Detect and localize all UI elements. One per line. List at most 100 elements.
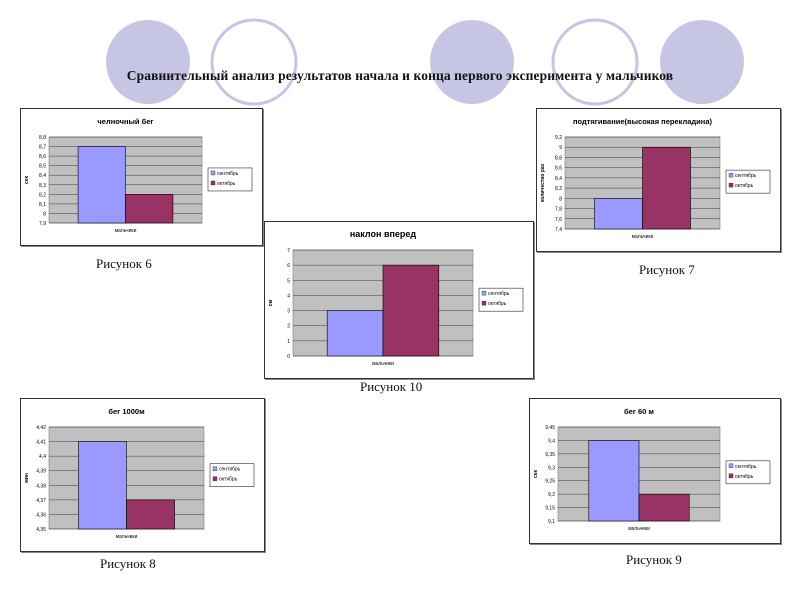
y-tick-label: 8,2 bbox=[555, 186, 562, 192]
legend-box bbox=[207, 167, 253, 192]
legend-box bbox=[725, 169, 771, 194]
legend-box bbox=[478, 287, 524, 312]
legend-label: октябрь bbox=[488, 301, 507, 307]
caption-fig9: Рисунок 9 bbox=[626, 552, 682, 567]
bar-сентябрь bbox=[326, 310, 384, 357]
y-tick-label: 8,1 bbox=[39, 202, 46, 208]
bar-октябрь bbox=[638, 493, 690, 522]
chart-fig8: бег 1000м 4,35 4,36 4,37 4,38 4,39 4,4 4,41 4,42… bbox=[20, 398, 265, 552]
y-tick-label: 8,6 bbox=[39, 154, 46, 160]
y-axis-label: мин bbox=[24, 473, 30, 483]
legend-box bbox=[209, 463, 255, 487]
page-title: Сравнительный анализ результатов начала … bbox=[126, 68, 674, 83]
y-tick-label: 8,4 bbox=[555, 176, 562, 182]
y-tick-label: 1 bbox=[287, 339, 290, 345]
y-axis-label: сек bbox=[533, 469, 539, 478]
legend-swatch bbox=[481, 291, 487, 296]
chart-fig6: челночный бег 7,9 8 8,1 8,2 8,3 8,4 8,5 8,6 8,7 8,… bbox=[20, 108, 263, 246]
chart-fig7-svg: подтягивание(высокая перекладина) 7,4 7,6 7… bbox=[540, 117, 771, 240]
bar-сентябрь bbox=[77, 146, 126, 224]
legend-label: октябрь bbox=[219, 477, 238, 483]
deco-circle-5 bbox=[660, 20, 744, 104]
y-tick-label: 9,1 bbox=[548, 519, 555, 525]
y-tick-label: 4 bbox=[287, 293, 290, 299]
y-tick-label: 9 bbox=[559, 145, 562, 151]
y-tick-label: 3 bbox=[287, 309, 290, 315]
legend-label: сентябрь bbox=[735, 173, 757, 179]
y-tick-label: 9,3 bbox=[548, 465, 555, 471]
y-tick-label: 4,39 bbox=[36, 469, 46, 475]
legend-swatch bbox=[212, 476, 218, 481]
y-tick-label: 8,8 bbox=[555, 155, 562, 161]
y-tick-label: 4,42 bbox=[36, 425, 46, 431]
chart-title: бег 60 м bbox=[624, 407, 654, 416]
decorative-circles bbox=[106, 18, 744, 106]
legend-label: сентябрь bbox=[735, 464, 757, 470]
chart-fig7: подтягивание(высокая перекладина) 7,4 7,6 7… bbox=[536, 108, 781, 252]
chart-title: наклон вперед bbox=[350, 229, 417, 239]
y-tick-label: 7,4 bbox=[555, 227, 562, 233]
y-tick-label: 2 bbox=[287, 324, 290, 330]
bar-октябрь bbox=[382, 264, 440, 357]
y-tick-label: 8,2 bbox=[39, 192, 46, 198]
legend-swatch bbox=[210, 180, 216, 186]
y-tick-label: 9,25 bbox=[545, 479, 555, 485]
bar-октябрь bbox=[125, 194, 174, 224]
legend-swatch bbox=[728, 172, 734, 178]
y-tick-label: 5 bbox=[287, 278, 290, 284]
legend-label: октябрь bbox=[735, 474, 754, 480]
chart-fig8-svg: бег 1000м 4,35 4,36 4,37 4,38 4,39 4,4 4,41 4,42… bbox=[24, 407, 255, 540]
y-axis-label: количество раз bbox=[540, 163, 546, 202]
legend-label: сентябрь bbox=[219, 467, 241, 473]
y-tick-label: 7,8 bbox=[555, 207, 562, 213]
chart-fig10: наклон вперед 0 1 2 3 4 5 6 7 см мальчики сентябрь о… bbox=[264, 221, 534, 379]
y-tick-label: 8,4 bbox=[39, 173, 46, 179]
bar-октябрь bbox=[126, 499, 175, 530]
x-category-label: мальчики bbox=[115, 228, 137, 234]
legend-swatch bbox=[728, 463, 734, 468]
y-tick-label: 4,35 bbox=[36, 527, 46, 533]
caption-fig6: Рисунок 6 bbox=[96, 256, 152, 271]
y-tick-label: 8 bbox=[43, 211, 46, 217]
y-tick-label: 9,2 bbox=[555, 135, 562, 141]
legend-label: октябрь bbox=[217, 181, 236, 187]
caption-fig8: Рисунок 8 bbox=[100, 556, 156, 571]
chart-title: челночный бег bbox=[97, 117, 153, 126]
x-category-label: мальчики bbox=[372, 361, 394, 367]
legend-swatch bbox=[728, 473, 734, 478]
caption-fig10: Рисунок 10 bbox=[360, 379, 423, 394]
y-tick-label: 9,2 bbox=[548, 492, 555, 498]
y-tick-label: 8,8 bbox=[39, 135, 46, 141]
y-tick-label: 9,35 bbox=[545, 452, 555, 458]
y-axis-label: см bbox=[268, 299, 274, 306]
y-tick-label: 9,4 bbox=[548, 438, 555, 444]
y-tick-label: 7,9 bbox=[39, 221, 46, 227]
deco-circle-2 bbox=[210, 18, 298, 106]
chart-fig9: бег 60 м 9,1 9,15 9,2 9,25 9,3 9,35 9,4 9,45 сек м… bbox=[529, 398, 781, 544]
y-tick-label: 6 bbox=[287, 263, 290, 269]
chart-fig9-svg: бег 60 м 9,1 9,15 9,2 9,25 9,3 9,35 9,4 9,45 сек м… bbox=[533, 407, 771, 532]
x-category-label: мальчики bbox=[632, 234, 654, 240]
x-category-label: мальчики bbox=[116, 534, 138, 540]
bar-сентябрь bbox=[78, 441, 127, 530]
y-axis-label: сек bbox=[24, 175, 30, 184]
y-tick-label: 8,6 bbox=[555, 166, 562, 172]
bar-сентябрь bbox=[594, 198, 643, 230]
bar-сентябрь bbox=[588, 440, 640, 522]
y-tick-label: 9,15 bbox=[545, 506, 555, 512]
deco-circle-1 bbox=[106, 20, 190, 104]
bar-октябрь bbox=[642, 146, 691, 230]
legend-box bbox=[725, 460, 771, 485]
legend-swatch bbox=[212, 466, 218, 471]
y-tick-label: 4,41 bbox=[36, 440, 46, 446]
chart-fig6-svg: челночный бег 7,9 8 8,1 8,2 8,3 8,4 8,5 8,6 8,7 8,… bbox=[24, 117, 253, 234]
y-tick-label: 8,5 bbox=[39, 164, 46, 170]
y-tick-label: 8,7 bbox=[39, 145, 46, 151]
y-tick-label: 0 bbox=[287, 354, 290, 360]
y-tick-label: 4,4 bbox=[39, 454, 46, 460]
legend-label: октябрь bbox=[735, 183, 754, 189]
y-tick-label: 9,45 bbox=[545, 425, 555, 431]
legend-label: сентябрь bbox=[217, 171, 239, 177]
y-tick-label: 8,3 bbox=[39, 183, 46, 189]
legend-swatch bbox=[481, 301, 487, 306]
